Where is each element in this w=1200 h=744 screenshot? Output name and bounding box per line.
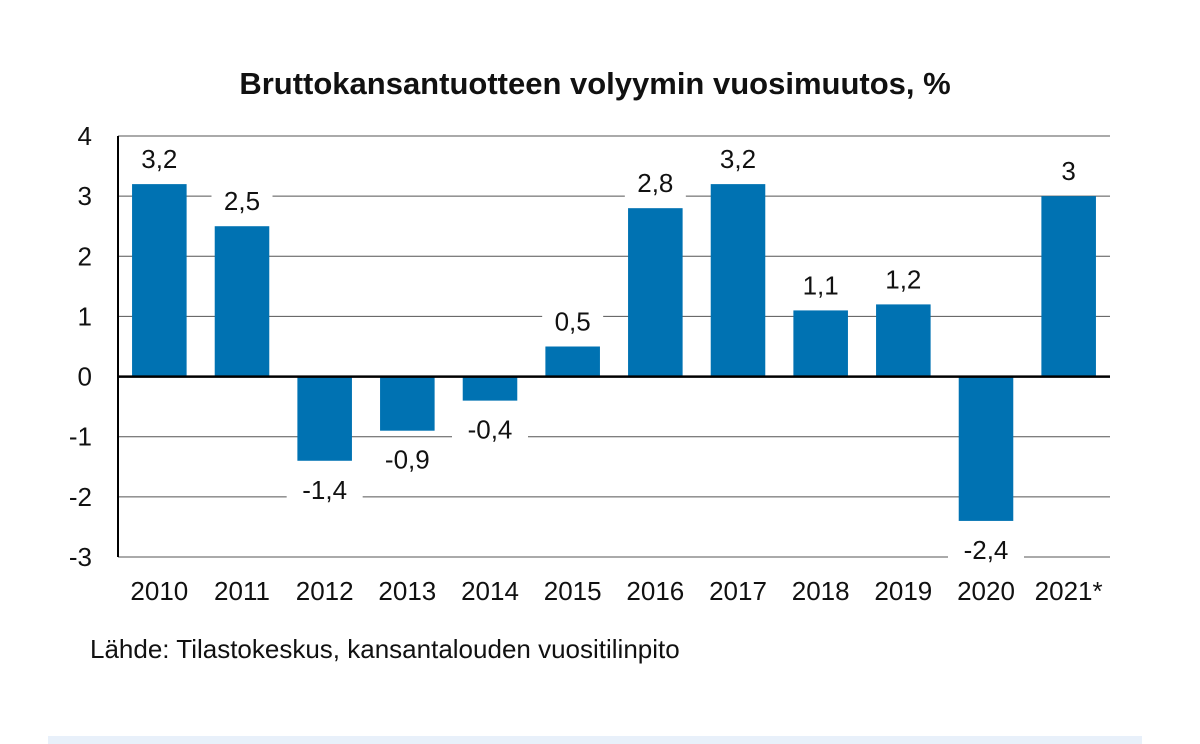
x-tick-label: 2020 (957, 576, 1015, 606)
bar (958, 376, 1014, 521)
bar (710, 184, 766, 377)
data-label: 2,8 (637, 168, 673, 198)
y-tick-label: 3 (78, 181, 92, 211)
source-note: Lähde: Tilastokeskus, kansantalouden vuo… (90, 634, 680, 664)
x-tick-label: 2010 (130, 576, 188, 606)
bar (214, 226, 270, 377)
x-tick-label: 2021* (1035, 576, 1103, 606)
data-label: -1,4 (302, 475, 347, 505)
data-label-background (624, 167, 686, 200)
bars (132, 184, 1096, 521)
data-label: 0,5 (555, 307, 591, 337)
y-tick-label: 2 (78, 241, 92, 271)
y-tick-label: 1 (78, 301, 92, 331)
data-label-background (369, 443, 446, 476)
bar (545, 346, 600, 377)
bar (132, 184, 187, 377)
data-label-background (128, 143, 190, 176)
data-label-background (286, 473, 363, 506)
data-label-background (211, 185, 273, 218)
x-tick-label: 2018 (792, 576, 850, 606)
x-tick-label: 2015 (544, 576, 602, 606)
data-label: 3,2 (141, 144, 177, 174)
x-axis-ticks: 2010 2011 2012 2013 2014 2015 2016 2017 2018 2019… (130, 576, 1102, 606)
x-tick-label: 2011 (214, 576, 270, 606)
y-tick-label: -1 (69, 422, 92, 452)
data-label-background (1053, 155, 1085, 188)
data-label: -0,9 (385, 445, 430, 475)
data-labels: 3,2 2,5 -1,4 -0,9 -0,4 0,5 2,8 3,2 1,1 1,2 -2,4 3 (128, 143, 1085, 566)
y-tick-label: 4 (78, 121, 92, 151)
bar (297, 376, 352, 461)
gridlines (118, 135, 1110, 558)
data-label: 3 (1061, 156, 1075, 186)
chart-title: Bruttokansantuotteen volyymin vuosimuuto… (239, 66, 950, 101)
bar (628, 208, 683, 377)
x-tick-label: 2014 (461, 576, 519, 606)
x-tick-label: 2019 (874, 576, 932, 606)
bar (876, 304, 931, 377)
x-tick-label: 2013 (378, 576, 436, 606)
bar (462, 376, 518, 401)
x-tick-label: 2012 (296, 576, 354, 606)
data-label-background (452, 413, 528, 446)
data-label: 1,1 (803, 270, 839, 300)
x-tick-label: 2017 (709, 576, 767, 606)
data-label-background (542, 305, 604, 338)
data-label-background (948, 533, 1024, 566)
bottom-strip (48, 736, 1142, 744)
data-label-background (707, 143, 769, 176)
data-label: -0,4 (468, 415, 513, 445)
y-tick-label: -3 (69, 542, 92, 572)
y-axis-ticks: 4 3 2 1 0 -1 -2 -3 (69, 121, 92, 572)
data-label: 3,2 (720, 144, 756, 174)
data-label: 2,5 (224, 186, 260, 216)
data-label-background (872, 263, 934, 296)
x-tick-label: 2016 (626, 576, 684, 606)
bar (793, 310, 848, 377)
bar (380, 376, 435, 431)
data-label-background (790, 269, 852, 302)
y-tick-label: 0 (78, 362, 92, 392)
data-label: -2,4 (964, 535, 1009, 565)
data-label: 1,2 (885, 264, 921, 294)
bar (1041, 196, 1096, 377)
y-tick-label: -2 (69, 482, 92, 512)
